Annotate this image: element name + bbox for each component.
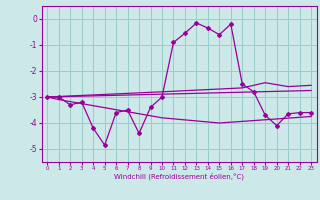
X-axis label: Windchill (Refroidissement éolien,°C): Windchill (Refroidissement éolien,°C)	[114, 173, 244, 180]
